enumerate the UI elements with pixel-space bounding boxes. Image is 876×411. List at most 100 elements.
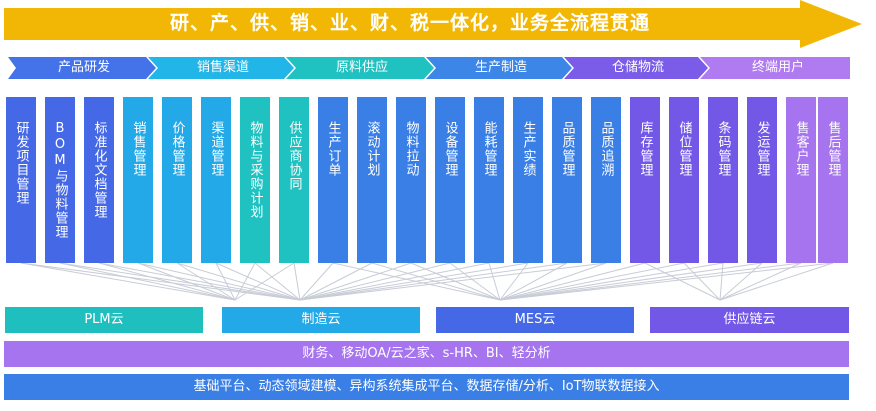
module-label-18: 储位管理 bbox=[676, 121, 692, 177]
module-label-11: 物料拉动 bbox=[403, 121, 419, 177]
connector-line-34 bbox=[644, 262, 721, 301]
module-label-4: 销售管理 bbox=[130, 121, 146, 177]
connector-line-5 bbox=[98, 262, 236, 301]
connector-line-42 bbox=[719, 262, 802, 301]
cloud-supply-chain: 供应链云 bbox=[650, 307, 849, 333]
connector-line-24 bbox=[449, 262, 501, 301]
connector-line-11 bbox=[215, 262, 236, 301]
module-17: 库存管理 bbox=[630, 97, 660, 263]
module-label-6: 渠道管理 bbox=[208, 121, 224, 177]
module-11: 物料拉动 bbox=[396, 97, 426, 263]
connector-line-44 bbox=[719, 262, 834, 301]
module-label-16: 品质追溯 bbox=[598, 121, 614, 177]
connector-line-8 bbox=[137, 262, 301, 301]
module-label-1: 研发项目管理 bbox=[13, 121, 29, 205]
connector-line-9 bbox=[176, 262, 236, 301]
connector-line-25 bbox=[299, 262, 490, 301]
connector-line-32 bbox=[499, 262, 607, 301]
module-19: 条码管理 bbox=[708, 97, 738, 263]
connector-line-21 bbox=[299, 262, 412, 301]
connector-line-18 bbox=[332, 262, 501, 301]
stage-chevron-3 bbox=[286, 57, 434, 79]
module-21: 售客户理 bbox=[786, 97, 816, 263]
module-18: 储位管理 bbox=[669, 97, 699, 263]
connector-line-3 bbox=[59, 262, 236, 301]
module-5: 价格管理 bbox=[162, 97, 192, 263]
stage-chevron-2 bbox=[148, 57, 294, 79]
module-label-2: BOM与物料管理 bbox=[52, 121, 68, 239]
cloud-manufacturing: 制造云 bbox=[222, 307, 420, 333]
module-14: 生产实绩 bbox=[513, 97, 543, 263]
connector-line-1 bbox=[20, 262, 236, 301]
connector-line-43 bbox=[499, 262, 834, 301]
connector-line-31 bbox=[299, 262, 607, 301]
connector-line-12 bbox=[215, 262, 301, 301]
connector-line-16 bbox=[293, 262, 301, 301]
stage-label-1: 产品研发 bbox=[57, 60, 110, 75]
connector-line-41 bbox=[499, 262, 802, 301]
connector-line-28 bbox=[499, 262, 529, 301]
module-10: 滚动计划 bbox=[357, 97, 387, 263]
platform-bottom-row: 基础平台、动态领域建模、异构系统集成平台、数据存储/分析、IoT物联数据接入 bbox=[4, 374, 849, 400]
module-label-15: 品质管理 bbox=[559, 121, 575, 177]
connector-line-13 bbox=[234, 262, 256, 301]
connector-line-35 bbox=[499, 262, 685, 301]
connector-line-17 bbox=[299, 262, 334, 301]
module-label-20: 发运管理 bbox=[754, 121, 770, 177]
banner-arrow bbox=[4, 0, 862, 48]
module-12: 设备管理 bbox=[435, 97, 465, 263]
banner-title: 研、产、供、销、业、财、税一体化，业务全流程贯通 bbox=[169, 12, 650, 34]
connector-line-23 bbox=[299, 262, 451, 301]
stage-label-3: 原料供应 bbox=[335, 60, 388, 75]
connector-line-22 bbox=[410, 262, 501, 301]
module-22: 售后管理 bbox=[818, 97, 848, 263]
connector-line-4 bbox=[59, 262, 301, 301]
module-13: 能耗管理 bbox=[474, 97, 504, 263]
module-label-13: 能耗管理 bbox=[481, 121, 497, 177]
connector-line-6 bbox=[98, 262, 301, 301]
module-4: 销售管理 bbox=[123, 97, 153, 263]
connector-line-20 bbox=[371, 262, 501, 301]
cloud-plm: PLM云 bbox=[5, 307, 203, 333]
stage-label-2: 销售渠道 bbox=[196, 60, 249, 75]
connector-line-19 bbox=[299, 262, 373, 301]
stage-label-4: 生产制造 bbox=[474, 60, 527, 75]
module-7: 物料与采购计划 bbox=[240, 97, 270, 263]
connector-line-37 bbox=[499, 262, 724, 301]
connector-line-39 bbox=[499, 262, 763, 301]
stage-chevron-6 bbox=[700, 57, 850, 79]
connector-line-27 bbox=[299, 262, 529, 301]
connector-line-15 bbox=[234, 262, 295, 301]
stage-label-5: 仓储物流 bbox=[611, 60, 664, 75]
connector-line-36 bbox=[683, 262, 721, 301]
module-1: 研发项目管理 bbox=[6, 97, 36, 263]
module-label-7: 物料与采购计划 bbox=[247, 121, 263, 219]
connector-line-40 bbox=[719, 262, 763, 301]
module-6: 渠道管理 bbox=[201, 97, 231, 263]
module-label-12: 设备管理 bbox=[442, 121, 458, 177]
module-15: 品质管理 bbox=[552, 97, 582, 263]
connector-line-38 bbox=[719, 262, 724, 301]
stage-chevron-5 bbox=[564, 57, 708, 79]
module-label-10: 滚动计划 bbox=[364, 121, 380, 177]
module-3: 标准化文档管理 bbox=[84, 97, 114, 263]
module-8: 供应商协同 bbox=[279, 97, 309, 263]
connector-line-29 bbox=[299, 262, 568, 301]
connector-line-26 bbox=[488, 262, 501, 301]
module-label-22: 售后管理 bbox=[825, 121, 841, 177]
module-20: 发运管理 bbox=[747, 97, 777, 263]
module-label-9: 生产订单 bbox=[325, 121, 341, 177]
module-label-14: 生产实绩 bbox=[520, 121, 536, 177]
stage-chevron-1 bbox=[8, 57, 156, 79]
connector-line-7 bbox=[137, 262, 236, 301]
connector-line-14 bbox=[254, 262, 301, 301]
connector-line-10 bbox=[176, 262, 301, 301]
module-label-21: 售客户理 bbox=[793, 121, 809, 177]
module-label-5: 价格管理 bbox=[169, 121, 185, 177]
module-16: 品质追溯 bbox=[591, 97, 621, 263]
platform-middle-row: 财务、移动OA/云之家、s-HR、BI、轻分析 bbox=[4, 341, 849, 367]
cloud-mes: MES云 bbox=[436, 307, 634, 333]
stage-chevron-row bbox=[8, 57, 850, 79]
stage-label-6: 终端用户 bbox=[751, 60, 804, 75]
stage-chevron-4 bbox=[426, 57, 572, 79]
